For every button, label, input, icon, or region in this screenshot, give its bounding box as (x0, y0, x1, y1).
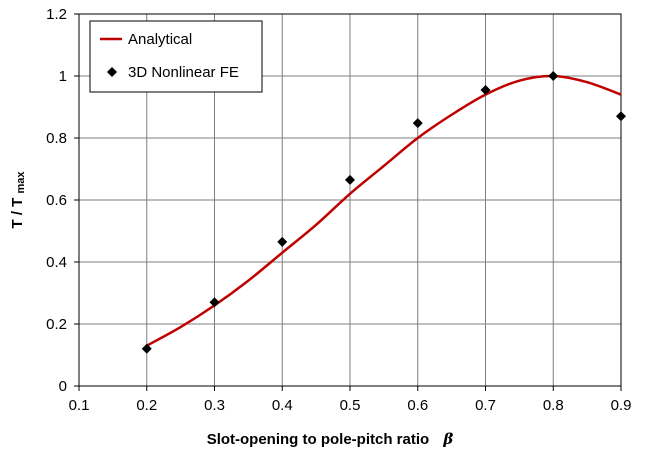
y-axis-title: T / T max (9, 171, 27, 229)
x-axis-title: Slot-opening to pole-pitch ratio β (207, 430, 454, 448)
x-tick-label: 0.7 (475, 397, 496, 414)
fe-data-point (277, 236, 288, 247)
x-axis-title-symbol: β (442, 430, 453, 448)
legend: Analytical 3D Nonlinear FE (89, 20, 263, 93)
fe-data-point (616, 111, 626, 122)
fe-data-point (141, 343, 152, 354)
y-axis-title-text: T / T (9, 198, 26, 229)
x-tick-label: 0.4 (272, 397, 293, 414)
y-tick-label: 1 (59, 68, 67, 85)
y-tick-label: 0.4 (46, 254, 67, 271)
x-axis-title-text: Slot-opening to pole-pitch ratio (207, 431, 429, 448)
y-tick-label: 0.2 (46, 316, 67, 333)
x-tick-label: 0.2 (136, 397, 157, 414)
fe-data-point (480, 84, 491, 95)
legend-box (89, 20, 263, 93)
y-tick-label: 1.2 (46, 6, 67, 23)
legend-fe-label: 3D Nonlinear FE (128, 64, 239, 81)
fe-data-point (209, 297, 220, 308)
y-tick-label: 0.8 (46, 130, 67, 147)
x-tick-label: 0.1 (69, 397, 90, 414)
y-tick-label: 0 (59, 378, 67, 395)
y-tick-label: 0.6 (46, 192, 67, 209)
fe-data-point (412, 118, 423, 129)
series-layer (141, 71, 626, 354)
x-axis-ticks: 0.1 0.2 0.3 0.4 0.5 0.6 0.7 0.8 0.9 (69, 386, 632, 414)
x-tick-label: 0.9 (611, 397, 632, 414)
x-tick-label: 0.6 (407, 397, 428, 414)
fe-data-point (345, 174, 355, 185)
x-tick-label: 0.3 (204, 397, 225, 414)
x-tick-label: 0.5 (340, 397, 361, 414)
legend-fe-diamond-icon (107, 67, 117, 77)
x-tick-label: 0.8 (543, 397, 564, 414)
legend-analytical-label: Analytical (128, 31, 192, 48)
y-axis-ticks: 0 0.2 0.4 0.6 0.8 1 1.2 (46, 6, 79, 395)
fe-data-point (548, 71, 559, 81)
series-analytical-line (146, 74, 622, 347)
y-axis-title-subscript: max (15, 171, 27, 194)
